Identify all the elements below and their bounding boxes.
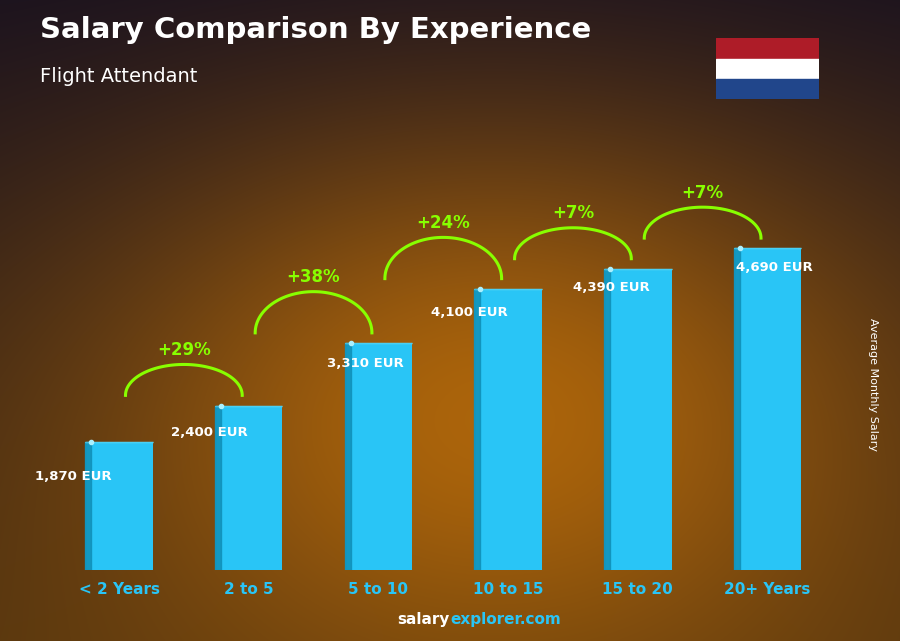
Bar <box>716 79 819 99</box>
Text: +7%: +7% <box>681 184 724 202</box>
Text: 4,100 EUR: 4,100 EUR <box>431 306 508 319</box>
Text: 4,690 EUR: 4,690 EUR <box>735 261 813 274</box>
Polygon shape <box>215 406 221 570</box>
Text: Average Monthly Salary: Average Monthly Salary <box>868 318 878 451</box>
Text: 3,310 EUR: 3,310 EUR <box>327 357 404 370</box>
Text: 1,870 EUR: 1,870 EUR <box>35 469 112 483</box>
Text: salary: salary <box>398 612 450 627</box>
Bar <box>345 343 412 570</box>
Polygon shape <box>345 343 351 570</box>
Bar <box>604 269 671 570</box>
Bar <box>716 38 819 59</box>
Polygon shape <box>604 269 610 570</box>
Text: 4,390 EUR: 4,390 EUR <box>573 281 650 294</box>
Text: 2,400 EUR: 2,400 EUR <box>171 426 248 439</box>
Bar <box>716 59 819 79</box>
Bar <box>474 289 542 570</box>
Polygon shape <box>734 249 740 570</box>
Text: +29%: +29% <box>157 341 211 359</box>
Text: Salary Comparison By Experience: Salary Comparison By Experience <box>40 16 592 44</box>
Text: +38%: +38% <box>287 268 340 286</box>
Polygon shape <box>86 442 92 570</box>
Bar <box>215 406 283 570</box>
Bar <box>734 249 801 570</box>
Text: +24%: +24% <box>417 214 470 232</box>
Polygon shape <box>474 289 481 570</box>
Text: +7%: +7% <box>552 204 594 222</box>
Text: explorer.com: explorer.com <box>450 612 561 627</box>
Bar <box>86 442 153 570</box>
Text: Flight Attendant: Flight Attendant <box>40 67 198 87</box>
